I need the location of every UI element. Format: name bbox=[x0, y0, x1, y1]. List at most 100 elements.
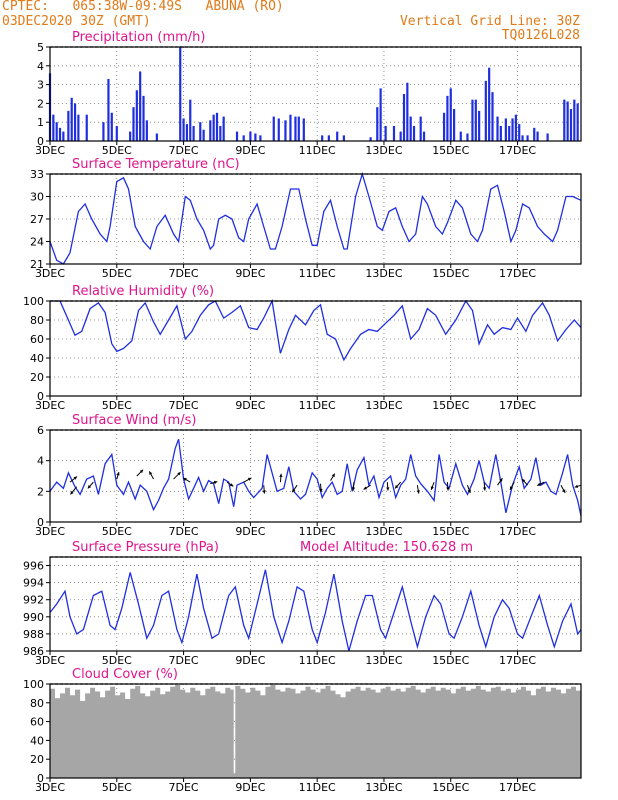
y-tick-label: 2 bbox=[37, 485, 44, 498]
x-tick-label: 17DEC bbox=[499, 525, 536, 538]
wind-arrow-head bbox=[87, 485, 92, 489]
x-tick-label: 17DEC bbox=[499, 267, 536, 280]
x-tick-label: 11DEC bbox=[299, 144, 336, 157]
x-tick-label: 5DEC bbox=[102, 267, 132, 280]
precip-bar bbox=[215, 112, 219, 141]
header-grid-line: Vertical Grid Line: 30Z bbox=[399, 14, 580, 29]
x-tick-label: 11DEC bbox=[299, 399, 336, 412]
y-tick-label: 988 bbox=[23, 628, 44, 641]
x-tick-label: 5DEC bbox=[102, 399, 132, 412]
y-tick-label: 990 bbox=[23, 611, 44, 624]
wind-arrow-head bbox=[116, 472, 120, 476]
y-tick-label: 994 bbox=[23, 577, 44, 590]
precip-bar bbox=[73, 103, 77, 141]
precip-bar bbox=[491, 92, 494, 141]
precip-bar bbox=[189, 99, 192, 141]
precip-bar bbox=[402, 94, 406, 141]
wind-arrow-head bbox=[467, 489, 471, 493]
precip-bar bbox=[272, 116, 275, 141]
precip-bar bbox=[145, 120, 148, 141]
y-tick-label: 0 bbox=[37, 772, 44, 785]
x-tick-label: 5DEC bbox=[102, 781, 132, 794]
precip-bar bbox=[192, 125, 195, 141]
panel-title: Surface Pressure (hPa) bbox=[72, 540, 219, 555]
header-model-code: TQ0126L028 bbox=[501, 28, 580, 43]
wind-arrow-head bbox=[574, 484, 579, 488]
precip-bar bbox=[115, 125, 118, 141]
precip-bar bbox=[466, 133, 469, 141]
y-tick-label: 60 bbox=[30, 333, 44, 346]
y-tick-label: 4 bbox=[37, 455, 44, 468]
precip-bar bbox=[219, 125, 222, 141]
precip-bar bbox=[289, 114, 292, 141]
y-tick-label: 3 bbox=[37, 79, 44, 92]
precip-bar bbox=[185, 124, 189, 141]
series-line-4 bbox=[49, 569, 582, 652]
x-tick-label: 13DEC bbox=[365, 267, 402, 280]
x-tick-label: 9DEC bbox=[235, 267, 265, 280]
precip-bar bbox=[452, 109, 456, 141]
precip-bar bbox=[449, 88, 452, 141]
precip-bar bbox=[488, 67, 491, 141]
precip-bar bbox=[566, 101, 569, 141]
precip-bar bbox=[70, 97, 73, 141]
x-tick-label: 5DEC bbox=[102, 654, 132, 667]
precip-bar bbox=[478, 110, 481, 141]
precip-bar bbox=[212, 114, 215, 141]
wind-arrow-head bbox=[229, 483, 234, 487]
x-tick-label: 15DEC bbox=[432, 399, 469, 412]
wind-arrow-head bbox=[363, 486, 368, 490]
precip-bar bbox=[546, 133, 549, 141]
y-tick-label: 0 bbox=[37, 516, 44, 529]
x-tick-label: 17DEC bbox=[499, 144, 536, 157]
wind-arrow-head bbox=[292, 488, 296, 493]
x-tick-label: 13DEC bbox=[365, 399, 402, 412]
precip-bar bbox=[384, 125, 387, 141]
wind-arrow-head bbox=[522, 478, 526, 483]
x-tick-label: 9DEC bbox=[235, 525, 265, 538]
precip-bar bbox=[294, 116, 297, 141]
x-tick-label: 9DEC bbox=[235, 781, 265, 794]
y-tick-label: 2 bbox=[37, 97, 44, 110]
x-tick-label: 5DEC bbox=[102, 144, 132, 157]
precip-bar bbox=[511, 118, 514, 141]
y-tick-label: 100 bbox=[23, 678, 44, 691]
x-tick-label: 17DEC bbox=[499, 781, 536, 794]
x-tick-label: 3DEC bbox=[35, 654, 65, 667]
panel-title: Relative Humidity (%) bbox=[72, 284, 214, 299]
y-tick-label: 5 bbox=[37, 41, 44, 54]
wind-arrow-head bbox=[183, 477, 187, 481]
wind-arrow-head bbox=[351, 487, 356, 491]
precip-bar bbox=[536, 131, 539, 141]
x-tick-label: 7DEC bbox=[169, 144, 199, 157]
precip-bar bbox=[52, 114, 55, 141]
precip-bar bbox=[182, 118, 185, 141]
precip-bar bbox=[526, 135, 529, 141]
precip-bar bbox=[58, 127, 62, 141]
wind-arrow-head bbox=[279, 473, 283, 477]
header-station: CPTEC: 065:38W-09:49S ABUNA (RO) bbox=[2, 0, 284, 14]
series-line-2 bbox=[50, 298, 582, 362]
precip-bar bbox=[321, 135, 324, 141]
wind-arrow-head bbox=[499, 478, 503, 482]
wind-arrow-head bbox=[331, 473, 335, 478]
y-tick-label: 21 bbox=[30, 258, 44, 271]
y-tick-label: 80 bbox=[30, 314, 44, 327]
precip-bar bbox=[573, 99, 576, 141]
x-tick-label: 11DEC bbox=[299, 654, 336, 667]
precip-bar bbox=[376, 107, 379, 141]
precip-bar bbox=[254, 133, 257, 141]
panel-annotation: Model Altitude: 150.628 m bbox=[300, 540, 473, 555]
wind-arrow-head bbox=[430, 486, 434, 490]
precip-bar bbox=[62, 131, 65, 141]
series-line-3 bbox=[49, 438, 582, 517]
wind-arrow-head bbox=[70, 491, 74, 495]
x-tick-label: 5DEC bbox=[102, 525, 132, 538]
precip-bar bbox=[77, 114, 80, 141]
y-tick-label: 33 bbox=[30, 168, 44, 181]
wind-arrow-head bbox=[319, 488, 323, 493]
panel-title: Surface Wind (m/s) bbox=[72, 413, 196, 428]
precip-bar bbox=[199, 122, 202, 141]
x-tick-label: 7DEC bbox=[169, 654, 199, 667]
